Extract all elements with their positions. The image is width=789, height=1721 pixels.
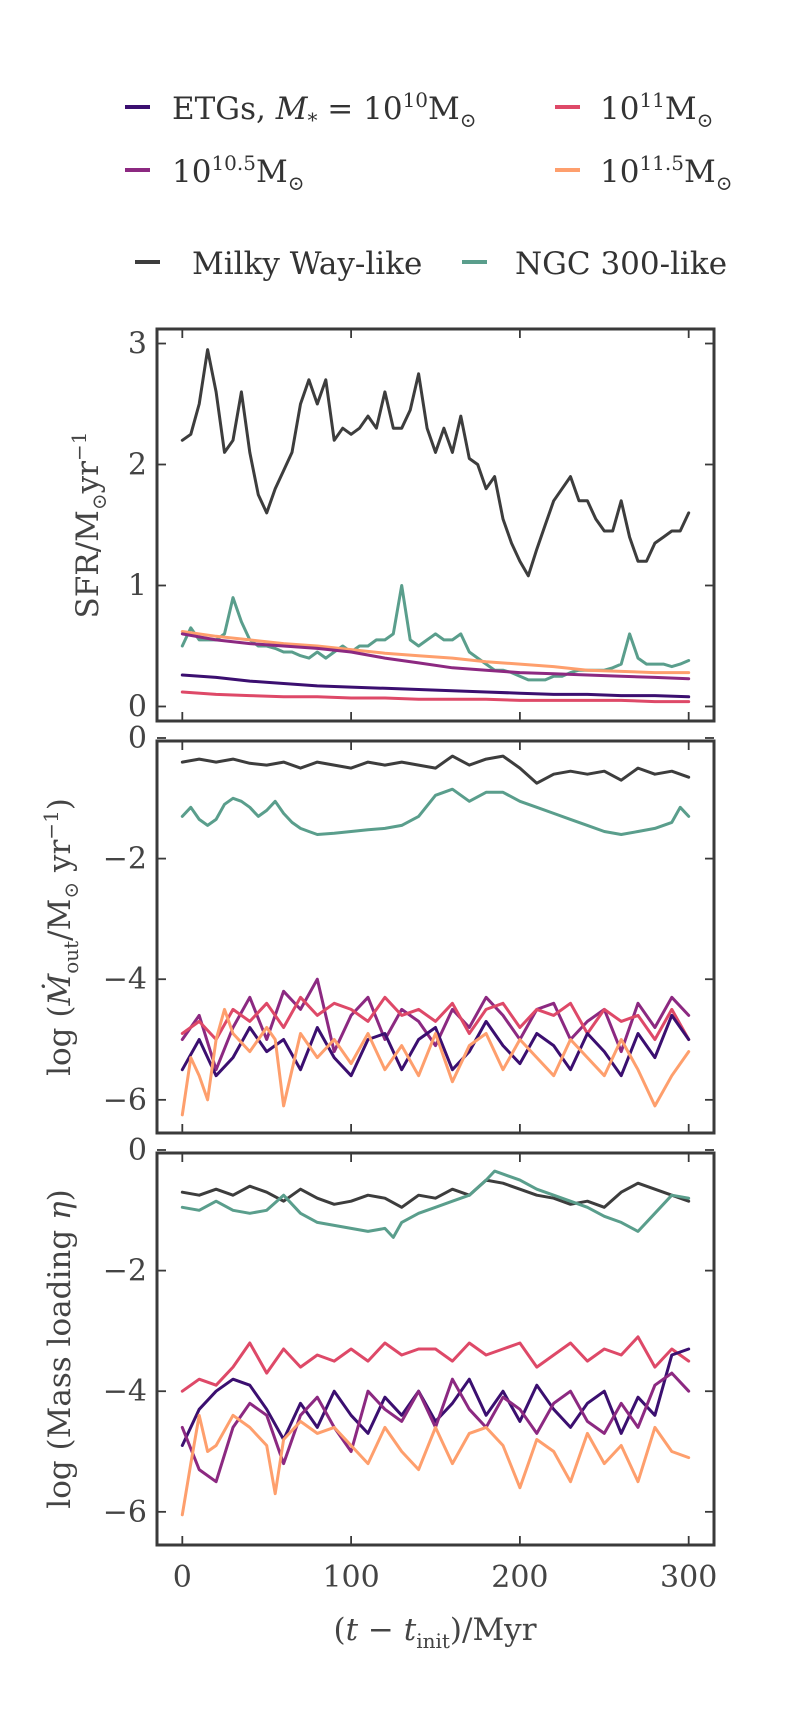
y-tick-label: −6 [103,1495,147,1530]
outflow-ylabel: log (Ṁout/M⊙ yr−1) [39,798,83,1076]
series-line-ngc300 [180,787,691,836]
legend-label-etg-10-5: 1010.5M⊙ [172,151,305,195]
y-tick-label: 2 [128,448,147,483]
mass-loading-yticks: 0 −2 −4 −6 [103,1133,714,1545]
y-tick-label: 0 [128,689,147,724]
x-tick-label: 200 [491,1560,548,1595]
y-tick-label: −2 [103,842,147,877]
series-line-etg-10 [180,673,691,699]
sfr-panel: 0 1 2 3 SFR/M⊙yr−1 [67,327,716,724]
mass-loading-panel: 0−2−4−6 0 100 200 300 log (Mass loading η) … [42,1133,717,1653]
legend: ETGs, M* = 1010M⊙ 1011M⊙ 1010.5M⊙ 1011.5… [125,88,733,282]
mass-loading-series [180,1169,691,1517]
series-line-milky-way [180,1178,691,1209]
x-tick-label: 100 [322,1560,379,1595]
mass-loading-ylabel: log (Mass loading η) [42,1189,78,1508]
series-line-etg-11-5 [180,1413,691,1517]
series-line-ngc300 [180,1169,691,1239]
y-tick-label: −4 [103,962,147,997]
x-tick-label: 300 [660,1560,717,1595]
sfr-series [180,348,691,704]
y-tick-label: 3 [128,327,147,362]
sfr-yticks: 0 1 2 3 [128,327,714,724]
legend-label-ngc300: NGC 300-like [515,246,727,282]
legend-label-etg-11-5: 1011.5M⊙ [600,151,733,195]
y-tick-label: −6 [103,1083,147,1118]
mass-loading-xticks: 0 100 200 300 [173,1560,718,1595]
outflow-panel-frame [155,739,716,1135]
y-tick-label: 0 [128,1133,147,1168]
series-line-etg-10 [180,1347,691,1447]
outflow-series [180,754,691,1117]
x-tick-label: 0 [173,1560,192,1595]
legend-label-etg-11: 1011M⊙ [600,88,713,132]
legend-label-etg-10: ETGs, M* = 1010M⊙ [172,88,477,132]
series-line-milky-way [180,348,691,578]
outflow-panel: 0 −2 −4 −6 log (Ṁout/M⊙ yr−1) [39,721,716,1135]
series-line-etg-11 [180,1335,691,1393]
outflow-yticks: 0 −2 −4 −6 [103,721,714,1133]
y-tick-label: 0 [128,721,147,756]
series-line-etg-11 [180,995,691,1041]
sfr-panel-frame [155,327,716,723]
x-axis-label: (t − tinit)/Myr [333,1612,536,1653]
series-line-etg-11-5 [180,1007,691,1117]
series-line-etg-11 [180,690,691,704]
series-line-milky-way [180,754,691,785]
mass-loading-panel-frame [155,1151,716,1547]
y-tick-label: −2 [103,1254,147,1289]
legend-label-milky-way: Milky Way-like [192,246,422,282]
y-tick-label: 1 [128,568,147,603]
series-line-etg-10 [180,1013,691,1078]
y-tick-label: −4 [103,1374,147,1409]
sfr-ylabel: SFR/M⊙yr−1 [67,432,111,619]
series-line-etg-11-5 [180,630,691,675]
series-line-etg-10-5 [180,632,691,681]
